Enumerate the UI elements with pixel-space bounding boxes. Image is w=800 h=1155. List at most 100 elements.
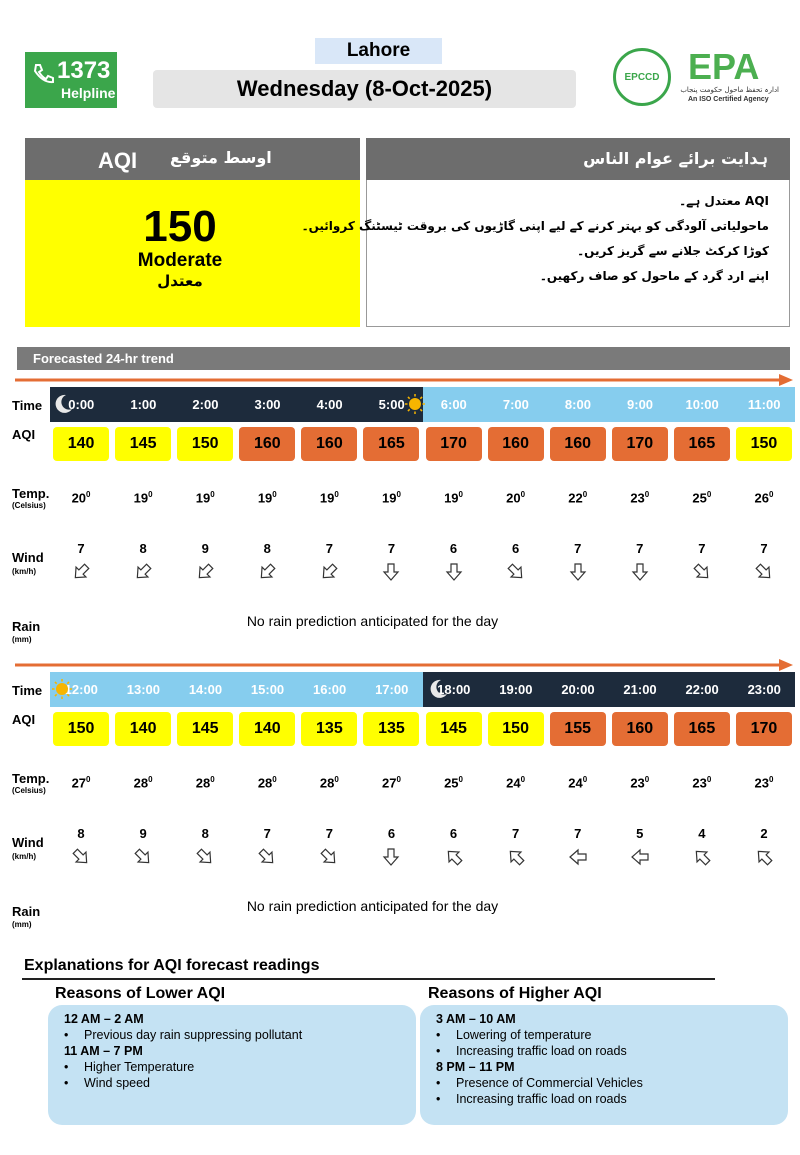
temp-value: 270	[61, 775, 101, 790]
moon-shape	[55, 394, 72, 413]
time-cell: 21:00	[608, 672, 672, 707]
wind-value: 9	[139, 826, 147, 841]
degree-symbol: 0	[396, 490, 401, 499]
temp-number: 27	[71, 775, 87, 791]
wind-arrow-shape	[383, 563, 400, 581]
reasons-period: 8 PM – 11 PM	[436, 1060, 515, 1074]
time-cell: 4:00	[298, 387, 361, 422]
degree-symbol: 0	[458, 490, 463, 499]
aqi-cell: 160	[611, 712, 668, 746]
wind-value: 8	[77, 826, 85, 841]
wind-arrow	[136, 563, 152, 579]
wind-arrow	[447, 850, 463, 866]
time-cell: 15:00	[236, 672, 299, 707]
wind-arrow-shape	[569, 563, 587, 581]
time-cell: 1:00	[112, 387, 175, 422]
temp-unit: (Celsius)	[12, 501, 46, 510]
wind-arrow	[445, 563, 462, 581]
wind-arrow	[72, 848, 88, 864]
aqi-category-urdu: معتدل	[157, 272, 203, 290]
reasons-item: Increasing traffic load on roads	[456, 1044, 627, 1058]
rain-unit: (mm)	[12, 635, 32, 644]
temp-number: 22	[568, 490, 583, 506]
aqi-cell: 135	[301, 712, 358, 746]
temp-number: 24	[506, 775, 521, 791]
temp-value: 230	[620, 775, 660, 790]
sun-ray	[407, 396, 411, 400]
trend-bar: Forecasted 24-hr trend	[17, 347, 790, 370]
wind-value: 7	[325, 541, 333, 556]
temp-value: 190	[309, 490, 349, 505]
wind-arrow-shape	[72, 848, 88, 864]
time-cell: 11:00	[732, 387, 796, 422]
temp-value: 230	[744, 775, 784, 790]
time-cell: 14:00	[174, 672, 237, 707]
temp-number: 20	[71, 490, 87, 506]
aqi-cell: 135	[363, 712, 420, 746]
aqi-cell: 170	[611, 427, 668, 461]
aqi-cell: 145	[177, 712, 234, 746]
temp-number: 25	[692, 490, 707, 506]
degree-symbol: 0	[706, 490, 712, 499]
wind-arrow	[198, 563, 214, 579]
time-cell: 9:00	[608, 387, 672, 422]
wind-arrow	[630, 848, 649, 866]
wind-label: Wind	[12, 550, 44, 565]
time-label: Time	[12, 398, 43, 413]
temp-number: 27	[381, 775, 397, 791]
temp-value: 220	[558, 490, 598, 505]
time-cell: 17:00	[360, 672, 423, 707]
time-cell: 16:00	[298, 672, 361, 707]
temp-value: 240	[496, 775, 536, 790]
bullet: •	[64, 1028, 69, 1042]
degree-symbol: 0	[520, 775, 526, 784]
wind-value: 5	[636, 826, 644, 841]
wind-arrow	[755, 563, 771, 579]
bullet: •	[436, 1092, 441, 1106]
reasons-item: Lowering of temperature	[456, 1028, 592, 1042]
sun-disc	[56, 683, 68, 695]
wind-arrow-shape	[136, 563, 152, 579]
wind-arrow	[693, 563, 709, 579]
sun-ray	[419, 408, 423, 412]
wind-value: 7	[325, 826, 333, 841]
degree-symbol: 0	[272, 490, 277, 499]
sun-ray	[54, 693, 58, 697]
bullet: •	[436, 1044, 441, 1058]
wind-arrow-shape	[74, 563, 90, 579]
trend-arrow-head	[779, 659, 793, 671]
degree-symbol: 0	[768, 775, 774, 784]
advice-item: کوڑا کرکٹ جلانے سے گریز کریں۔	[577, 244, 769, 258]
temp-unit: (Celsius)	[12, 786, 46, 795]
advice-item: اپنے ارد گرد کے ماحول کو صاف رکھیں۔	[539, 269, 769, 283]
wind-value: 8	[201, 826, 209, 841]
sun-ray	[66, 693, 70, 697]
aqi-cell: 160	[239, 427, 296, 461]
degree-symbol: 0	[334, 775, 339, 784]
aqi-cell: 145	[425, 712, 482, 746]
temp-value: 200	[61, 490, 101, 505]
helpline-number: 1373	[57, 57, 111, 84]
time-cell: 19:00	[484, 672, 548, 707]
temp-value: 270	[371, 775, 411, 790]
sun-ray	[66, 681, 70, 685]
rain-note: No rain prediction anticipated for the d…	[246, 613, 499, 629]
rain-note: No rain prediction anticipated for the d…	[246, 898, 499, 914]
agency-urdu: ادارہ تحفظ ماحول حکومت پنجاب	[680, 86, 779, 94]
temp-value: 280	[185, 775, 225, 790]
degree-symbol: 0	[520, 490, 526, 499]
wind-arrow-shape	[445, 563, 462, 581]
time-cell: 0:00	[50, 387, 113, 422]
advice-body: AQI معتدل ہے۔ ماحولیاتی آلودگی کو بہتر کر…	[302, 180, 790, 327]
time-label: Time	[12, 683, 43, 698]
wind-arrow-shape	[383, 848, 400, 866]
temp-number: 26	[754, 490, 769, 506]
temp-number: 19	[257, 490, 273, 506]
epccd-logo: EPCCD	[613, 48, 671, 106]
time-cell: 22:00	[670, 672, 734, 707]
time-cell: 8:00	[546, 387, 610, 422]
reasons-item: Increasing traffic load on roads	[456, 1092, 627, 1106]
wind-arrow	[569, 563, 587, 581]
temp-number: 24	[568, 775, 583, 791]
